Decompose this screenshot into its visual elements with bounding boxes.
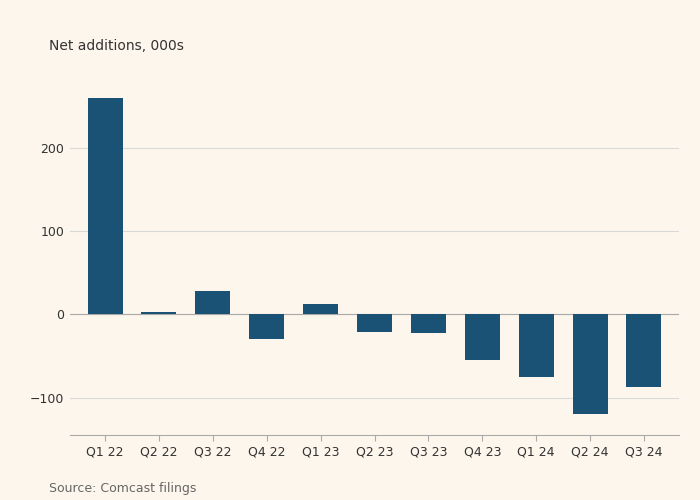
Bar [249,314,284,340]
Bar [141,312,176,314]
Bar [357,314,392,332]
Text: Net additions, 000s: Net additions, 000s [49,38,184,52]
Bar [88,98,122,314]
Bar [195,291,230,314]
Text: Source: Comcast filings: Source: Comcast filings [49,482,197,495]
Bar [465,314,500,360]
Bar [303,304,338,314]
Bar [573,314,608,414]
Bar [411,314,446,332]
Bar [626,314,662,387]
Bar [519,314,554,377]
